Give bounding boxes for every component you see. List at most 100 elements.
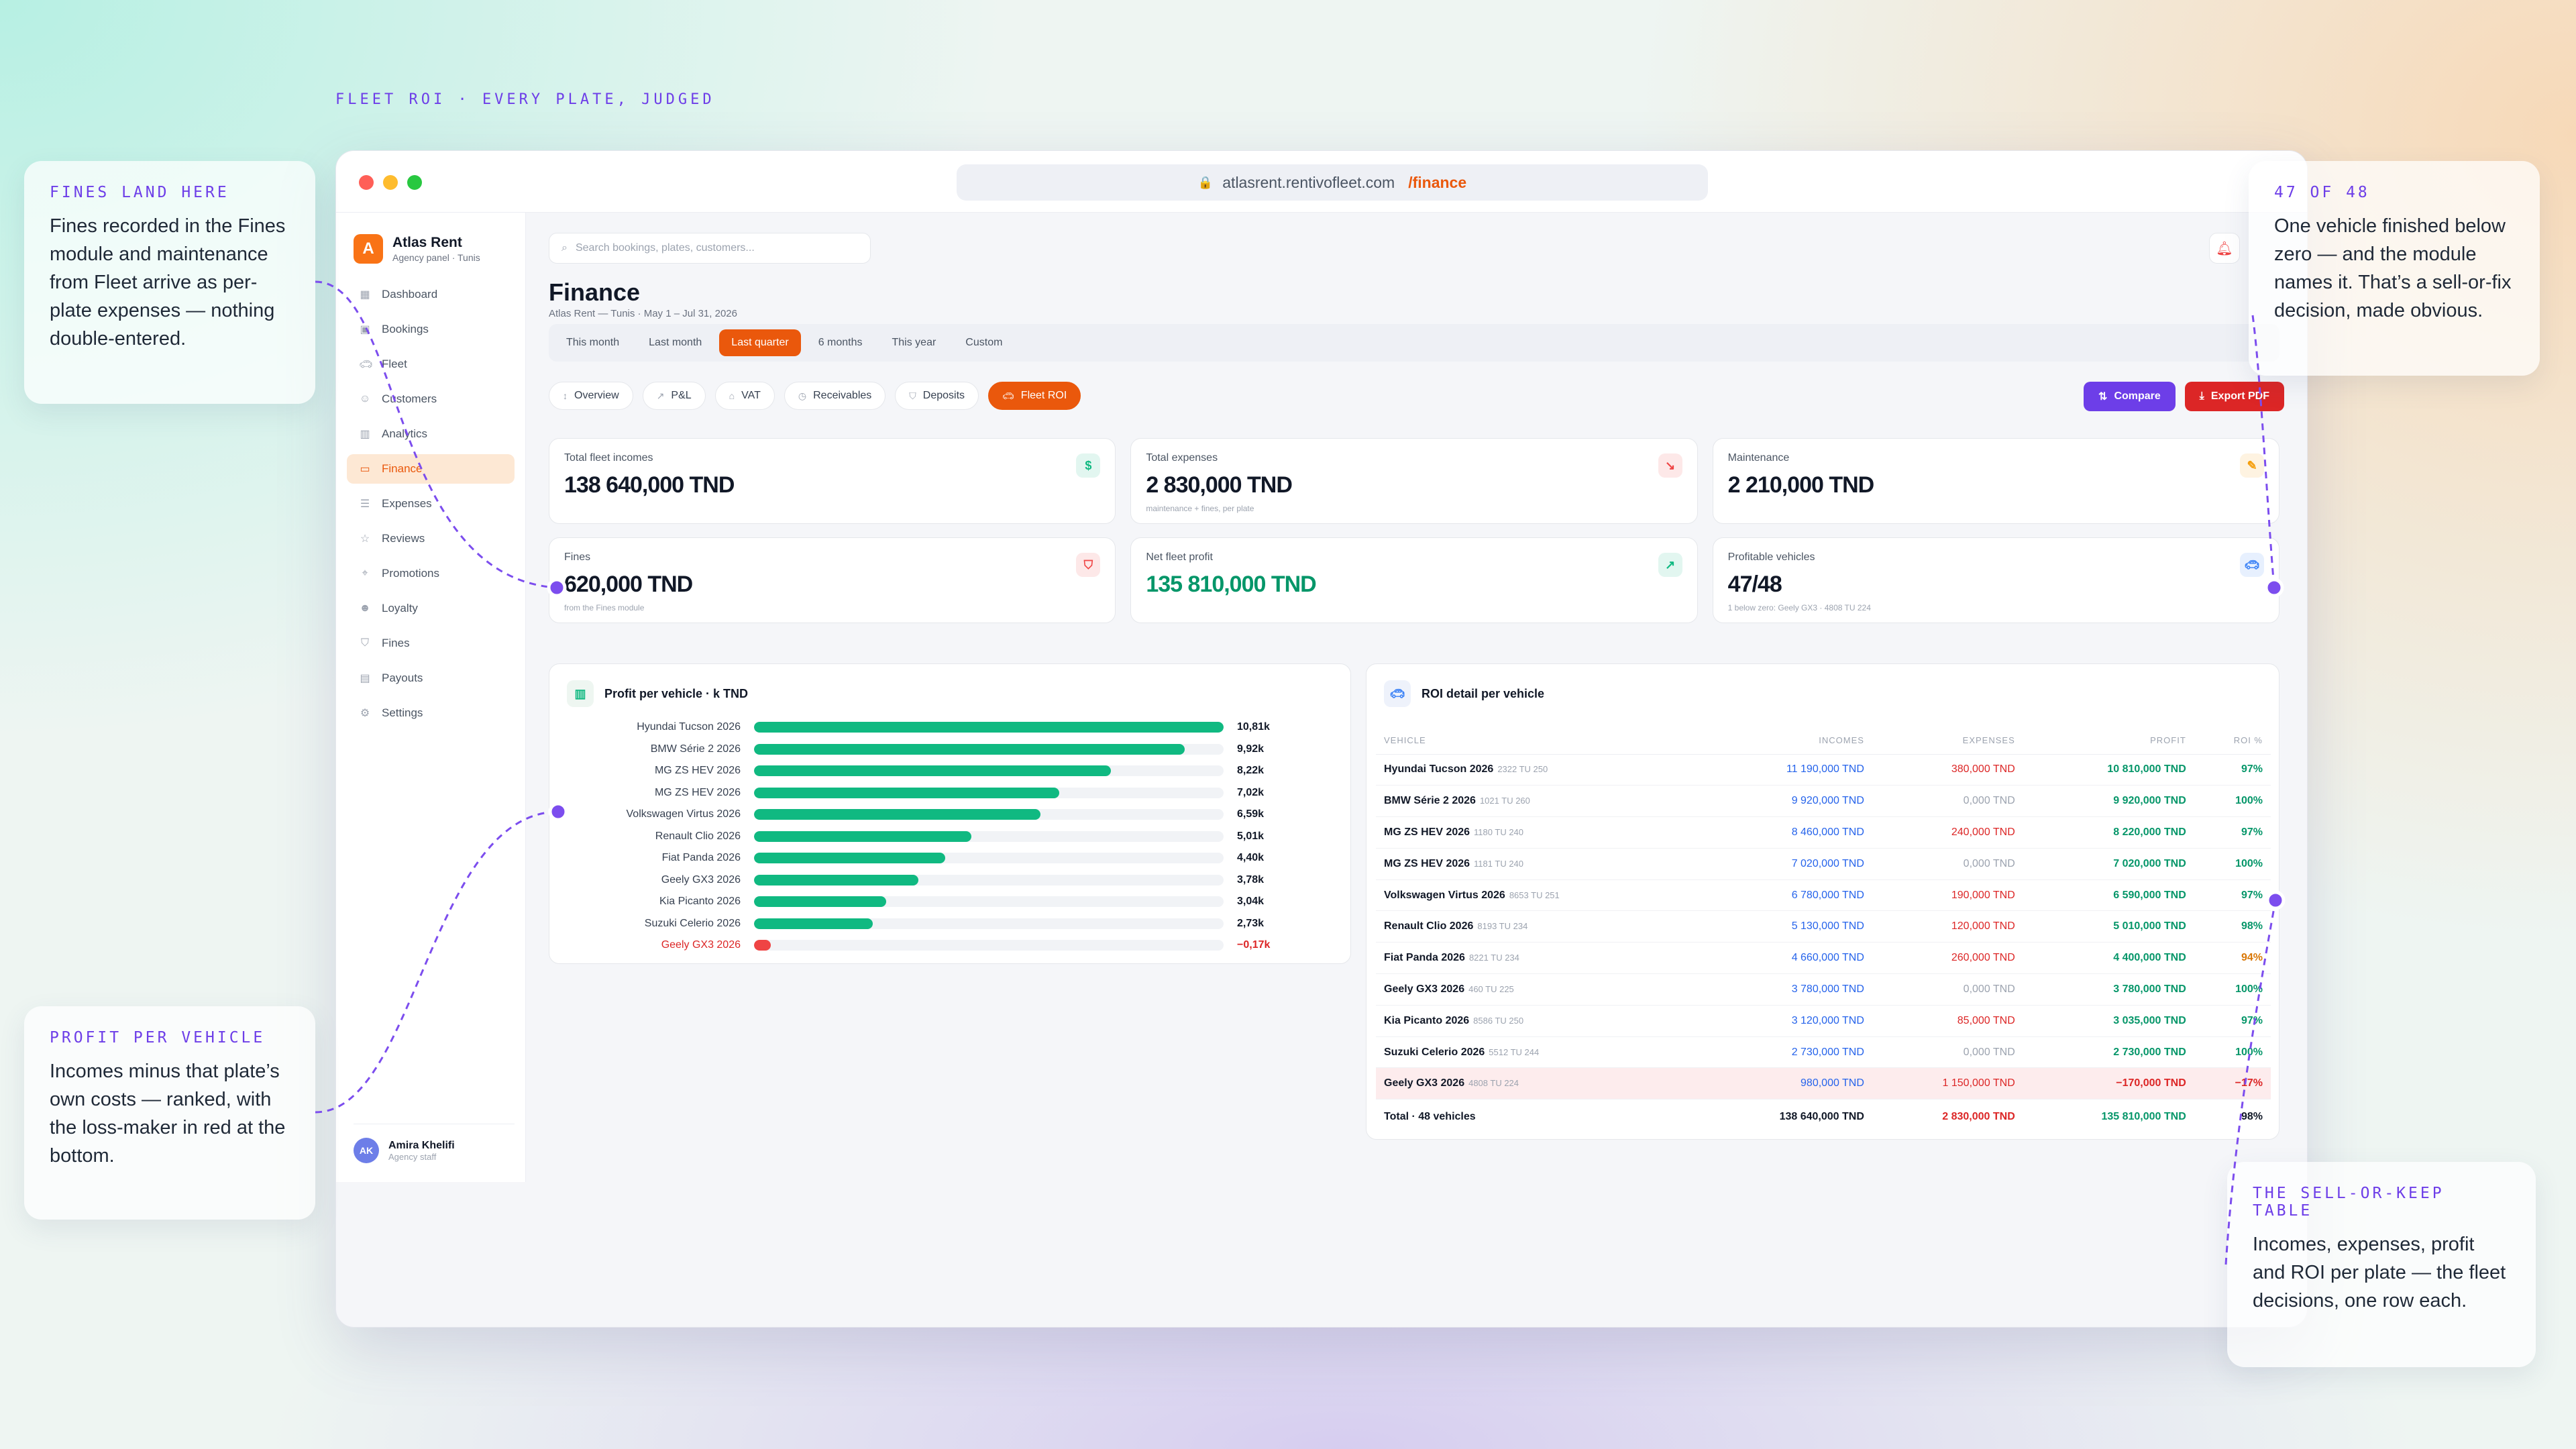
search-input[interactable]: ⌕ Search bookings, plates, customers... xyxy=(549,233,871,264)
tab-fleet-roi[interactable]: 🚗︎ Fleet ROI xyxy=(988,382,1081,410)
tab-label: Overview xyxy=(574,390,619,401)
sidebar-item-fleet[interactable]: 🚗︎ Fleet xyxy=(347,350,515,379)
period-this-month[interactable]: This month xyxy=(566,337,620,348)
table-row[interactable]: Geely GX3 2026 460 TU 225 3 780,000 TND 0,0… xyxy=(1376,973,2271,1006)
user-profile[interactable]: AK Amira Khelifi Agency staff xyxy=(354,1124,515,1163)
sidebar-item-settings[interactable]: ⚙ Settings xyxy=(347,698,515,728)
kpi-label: Maintenance xyxy=(1727,452,1790,464)
profit-cell: 8 220,000 TND xyxy=(2023,816,2194,849)
table-row[interactable]: BMW Série 2 2026 1021 TU 260 9 920,000 TND… xyxy=(1376,785,2271,818)
chart-header: ▥ Profit per vehicle · k TND xyxy=(567,680,748,707)
kpi-grid: Total fleet incomes 138 640,000 TND $ Total… xyxy=(549,438,2279,623)
close-window-button[interactable] xyxy=(359,175,374,190)
sidebar-item-bookings[interactable]: ▣ Bookings xyxy=(347,315,515,344)
profit-cell: 5 010,000 TND xyxy=(2023,910,2194,943)
brand[interactable]: A Atlas Rent Agency panel · Tunis xyxy=(354,234,480,264)
kpi-hint: maintenance + fines, per plate xyxy=(1146,504,1254,513)
sidebar-item-customers[interactable]: ☺ Customers xyxy=(347,384,515,414)
sidebar-item-label: Dashboard xyxy=(382,288,438,301)
plate-number: 1180 TU 240 xyxy=(1474,826,1524,837)
incomes-cell: 3 780,000 TND xyxy=(1701,973,1872,1006)
table-head-row: VEHICLE INCOMES EXPENSES PROFIT ROI % xyxy=(1376,727,2271,755)
vehicle-name: Kia Picanto 2026 xyxy=(1384,1014,1470,1026)
sidebar: A Atlas Rent Agency panel · Tunis ▦ Dashb… xyxy=(336,213,526,1182)
maximize-window-button[interactable] xyxy=(407,175,422,190)
bar-row: Volkswagen Virtus 2026 6,59k xyxy=(549,806,1264,822)
table-row[interactable]: Suzuki Celerio 2026 5512 TU 244 2 730,000 … xyxy=(1376,1036,2271,1069)
tab-p-l[interactable]: ↗ P&L xyxy=(642,382,706,410)
sidebar-item-dashboard[interactable]: ▦ Dashboard xyxy=(347,280,515,309)
kpi-value: 47/48 xyxy=(1727,572,1782,597)
period-this-year[interactable]: This year xyxy=(892,337,936,348)
bar-row: Geely GX3 2026 −0,17k xyxy=(549,937,1270,953)
sidebar-item-finance[interactable]: ▭ Finance xyxy=(347,454,515,484)
compare-button[interactable]: ⇅ Compare xyxy=(2084,382,2176,411)
incomes-cell: 6 780,000 TND xyxy=(1701,879,1872,912)
bar-row: Kia Picanto 2026 3,04k xyxy=(549,894,1264,910)
table-row[interactable]: Renault Clio 2026 8193 TU 234 5 130,000 TN… xyxy=(1376,910,2271,943)
address-bar[interactable]: 🔒 atlasrent.rentivofleet.com /finance xyxy=(957,164,1708,201)
roi-table-card: 🚗︎ ROI detail per vehicle VEHICLE INCOMES… xyxy=(1366,663,2279,1140)
sidebar-item-loyalty[interactable]: ☻ Loyalty xyxy=(347,594,515,623)
vehicle-cell: Geely GX3 2026 460 TU 225 xyxy=(1376,973,1701,1006)
bar-row: Fiat Panda 2026 4,40k xyxy=(549,850,1264,866)
sidebar-item-promotions[interactable]: ⌖ Promotions xyxy=(347,559,515,588)
tab-receivables[interactable]: ◷ Receivables xyxy=(784,382,886,410)
period-last-quarter[interactable]: Last quarter xyxy=(719,329,801,356)
table-row[interactable]: Geely GX3 2026 4808 TU 224 980,000 TND 1 15… xyxy=(1376,1067,2271,1100)
callout-table-body: Incomes, expenses, profit and ROI per pl… xyxy=(2253,1234,2506,1311)
bar xyxy=(754,809,1040,820)
avatar: AK xyxy=(354,1138,379,1163)
roi-cell: 98% xyxy=(2194,910,2271,943)
minimize-window-button[interactable] xyxy=(383,175,398,190)
sidebar-item-label: Loyalty xyxy=(382,602,418,614)
table-row[interactable]: MG ZS HEV 2026 1180 TU 240 8 460,000 TND 24… xyxy=(1376,816,2271,849)
bar-row: Renault Clio 2026 5,01k xyxy=(549,828,1264,845)
expenses-cell: 120,000 TND xyxy=(1872,910,2023,943)
bar-value-label: 6,59k xyxy=(1237,808,1265,820)
roi-cell: 97% xyxy=(2194,879,2271,912)
sidebar-item-fines[interactable]: ⛉ Fines xyxy=(347,629,515,658)
tab-overview[interactable]: ↕ Overview xyxy=(549,382,633,410)
table-row[interactable]: MG ZS HEV 2026 1181 TU 240 7 020,000 TND 0,… xyxy=(1376,848,2271,880)
user-role: Agency staff xyxy=(388,1151,437,1162)
period-last-month[interactable]: Last month xyxy=(649,337,702,348)
clock-icon: ◷ xyxy=(798,390,807,401)
table-row[interactable]: Kia Picanto 2026 8586 TU 250 3 120,000 TND… xyxy=(1376,1005,2271,1037)
expenses-cell: 190,000 TND xyxy=(1872,879,2023,912)
bar-track xyxy=(754,809,1224,820)
table-row[interactable]: Fiat Panda 2026 8221 TU 234 4 660,000 TND 2… xyxy=(1376,942,2271,975)
bar-label: Geely GX3 2026 xyxy=(661,873,741,885)
browser-titlebar: 🔒 atlasrent.rentivofleet.com /finance xyxy=(336,151,2307,213)
roi-cell: 100% xyxy=(2194,848,2271,880)
sidebar-item-analytics[interactable]: ▥ Analytics xyxy=(347,419,515,449)
callout-fines-title: FINES LAND HERE xyxy=(50,184,229,201)
plate-number: 8193 TU 234 xyxy=(1477,921,1528,932)
sidebar-item-payouts[interactable]: ▤ Payouts xyxy=(347,663,515,693)
column-header: PROFIT xyxy=(2023,727,2194,755)
period-6-months[interactable]: 6 months xyxy=(818,337,863,348)
notification-bell-icon[interactable]: 🔔︎ xyxy=(2209,233,2240,264)
total-incomes: 138 640,000 TND xyxy=(1779,1111,1864,1123)
bar-label: BMW Série 2 2026 xyxy=(650,743,741,755)
sidebar-item-label: Bookings xyxy=(382,323,429,335)
tab-vat[interactable]: ⌂ VAT xyxy=(714,382,775,410)
sidebar-item-reviews[interactable]: ☆ Reviews xyxy=(347,524,515,553)
expenses-cell: 0,000 TND xyxy=(1872,848,2023,880)
main-content: ⌕ Search bookings, plates, customers... … xyxy=(526,213,2307,1182)
plate-number: 8586 TU 250 xyxy=(1473,1015,1524,1026)
bar-value-label: 5,01k xyxy=(1237,830,1265,842)
table-total-row: Total · 48 vehicles 138 640,000 TND 2 830,… xyxy=(1376,1099,2271,1134)
person-icon: ☻ xyxy=(359,602,371,614)
tab-deposits[interactable]: ⛉ Deposits xyxy=(895,382,979,410)
period-custom[interactable]: Custom xyxy=(965,337,1003,348)
sidebar-item-expenses[interactable]: ☰ Expenses xyxy=(347,489,515,519)
tab-label: VAT xyxy=(741,390,761,401)
table-row[interactable]: Hyundai Tucson 2026 2322 TU 250 11 190,000… xyxy=(1376,754,2271,786)
url-host: atlasrent.rentivofleet.com xyxy=(1222,173,1395,191)
export-pdf-button[interactable]: ⤓ Export PDF xyxy=(2184,382,2284,411)
profit-cell: 4 400,000 TND xyxy=(2023,942,2194,975)
table-row[interactable]: Volkswagen Virtus 2026 8653 TU 251 6 780,0… xyxy=(1376,879,2271,912)
vehicle-cell: Fiat Panda 2026 8221 TU 234 xyxy=(1376,942,1701,975)
star-icon: ☆ xyxy=(360,533,370,545)
